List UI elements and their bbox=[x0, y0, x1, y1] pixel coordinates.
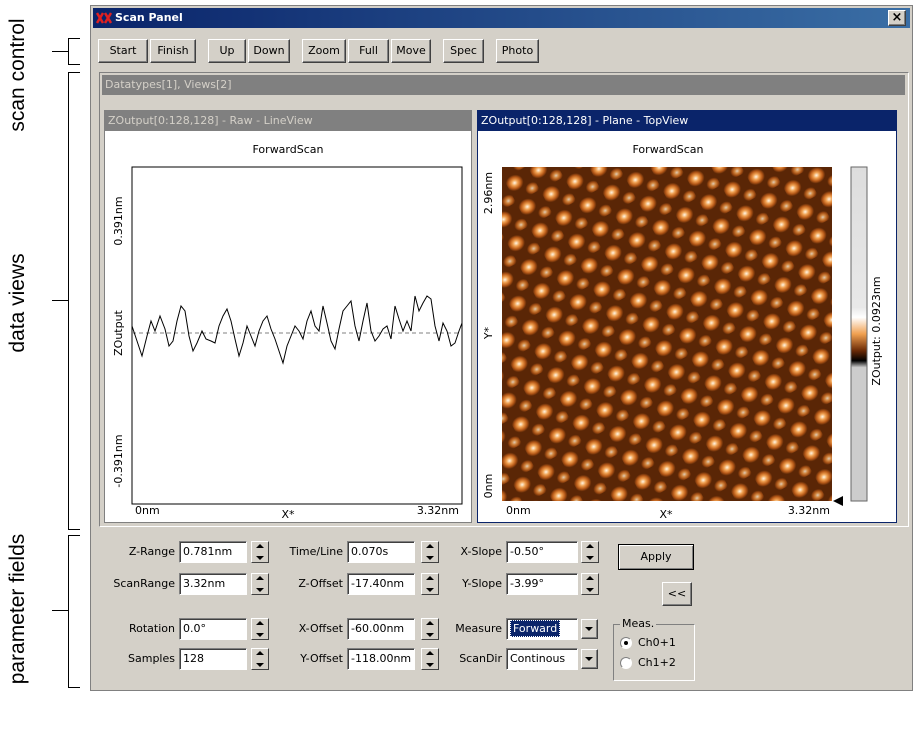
dropdown-value: Forward bbox=[510, 620, 560, 637]
x-axis-label: X* bbox=[281, 508, 295, 521]
field-label: Z-Range bbox=[129, 541, 175, 563]
y-axis-label: ZOutput bbox=[112, 309, 125, 355]
toolbar-button[interactable]: Move bbox=[391, 39, 431, 63]
field-label: Rotation bbox=[129, 618, 175, 640]
text-input[interactable]: -0.50° bbox=[506, 541, 578, 563]
profile-line bbox=[132, 296, 462, 363]
toolbar-button[interactable]: Up bbox=[208, 39, 246, 63]
view-title: ZOutput[0:128,128] - Raw - LineView bbox=[105, 111, 471, 131]
toolbar-button[interactable]: Zoom bbox=[302, 39, 346, 63]
spin-button[interactable] bbox=[421, 573, 439, 595]
toolbar-button[interactable]: Down bbox=[248, 39, 290, 63]
window-title: Scan Panel bbox=[115, 11, 183, 24]
x-max-label: 3.32nm bbox=[417, 504, 459, 517]
dropdown-value: Continous bbox=[510, 649, 565, 668]
radio-button[interactable] bbox=[620, 637, 632, 649]
y-min-label: 0nm bbox=[482, 474, 495, 499]
toolbar-button[interactable]: Full bbox=[348, 39, 389, 63]
x-min-label: 0nm bbox=[506, 504, 531, 517]
plot-frame bbox=[132, 167, 462, 504]
x-max-label: 3.32nm bbox=[788, 504, 830, 517]
text-input[interactable]: -17.40nm bbox=[347, 573, 415, 595]
dropdown[interactable]: Continous bbox=[506, 648, 578, 670]
stm-image bbox=[502, 167, 832, 501]
field-label: Time/Line bbox=[289, 541, 343, 563]
text-input[interactable]: 0.781nm bbox=[179, 541, 247, 563]
toolbar-button[interactable]: Start bbox=[98, 39, 148, 63]
spin-button[interactable] bbox=[581, 573, 599, 595]
line-view: ZOutput[0:128,128] - Raw - LineView Forw… bbox=[104, 110, 472, 523]
arrow-icon bbox=[582, 620, 597, 638]
colorbar-label: ZOutput: 0.0923nm bbox=[870, 276, 883, 385]
spin-button[interactable] bbox=[251, 541, 269, 563]
x-axis-label: X* bbox=[659, 508, 673, 521]
line-plot: ForwardScan 0.391nm ZOutput -0.391nm 0nm… bbox=[105, 131, 471, 522]
radio-label: Ch0+1 bbox=[638, 636, 676, 649]
radio-button[interactable] bbox=[620, 657, 632, 669]
page: {"annotations":["scan control","data vie… bbox=[0, 0, 913, 691]
view-title: ZOutput[0:128,128] - Plane - TopView bbox=[478, 111, 896, 131]
colorbar-marker bbox=[833, 496, 843, 506]
panel-header: Datatypes[1], Views[2] bbox=[102, 75, 905, 95]
y-max-label: 2.96nm bbox=[482, 172, 495, 214]
field-label: Samples bbox=[128, 648, 175, 670]
group-title: Meas. bbox=[620, 617, 656, 630]
dropdown-arrow[interactable] bbox=[581, 649, 598, 669]
field-label: Y-Slope bbox=[462, 573, 502, 595]
text-input[interactable]: -60.00nm bbox=[347, 618, 415, 640]
spin-button[interactable] bbox=[251, 618, 269, 640]
toolbar-button[interactable]: Photo bbox=[496, 39, 539, 63]
field-label: ScanDir bbox=[459, 648, 502, 670]
app-icon bbox=[96, 11, 112, 25]
spin-button[interactable] bbox=[251, 648, 269, 670]
y-min-label: -0.391nm bbox=[112, 434, 125, 487]
title-bar: Scan Panel × bbox=[93, 8, 910, 28]
spin-button[interactable] bbox=[251, 573, 269, 595]
y-axis-label: Y* bbox=[482, 326, 495, 340]
x-min-label: 0nm bbox=[135, 504, 160, 517]
text-input[interactable]: -3.99° bbox=[506, 573, 578, 595]
spin-button[interactable] bbox=[581, 541, 599, 563]
annotation: data views bbox=[5, 173, 31, 433]
plot-title: ForwardScan bbox=[253, 143, 324, 156]
y-max-label: 0.391nm bbox=[112, 196, 125, 245]
radio-label: Ch1+2 bbox=[638, 656, 676, 669]
field-label: Y-Offset bbox=[300, 648, 343, 670]
field-label: Z-Offset bbox=[298, 573, 343, 595]
radio-dot bbox=[624, 641, 628, 645]
toolbar-button[interactable]: Finish bbox=[150, 39, 196, 63]
image-plot: ForwardScan ZOutput: 0.0923nm 2.96nm Y* … bbox=[478, 131, 896, 522]
plot-title: ForwardScan bbox=[633, 143, 704, 156]
field-label: X-Offset bbox=[299, 618, 343, 640]
dropdown[interactable]: Forward bbox=[506, 618, 578, 640]
annotation: parameter fields bbox=[5, 479, 31, 739]
toolbar-button[interactable]: Spec bbox=[443, 39, 484, 63]
close-button[interactable]: × bbox=[888, 10, 906, 26]
text-input[interactable]: 0.0° bbox=[179, 618, 247, 640]
colorbar bbox=[851, 167, 867, 501]
field-label: Measure bbox=[455, 618, 502, 640]
data-views-panel: Datatypes[1], Views[2] ZOutput[0:128,128… bbox=[99, 72, 909, 527]
dropdown-arrow[interactable] bbox=[581, 619, 598, 639]
arrow-icon bbox=[582, 650, 597, 668]
top-view: ZOutput[0:128,128] - Plane - TopView For… bbox=[477, 110, 897, 523]
collapse-button[interactable]: << bbox=[662, 582, 692, 606]
spin-button[interactable] bbox=[421, 618, 439, 640]
spin-button[interactable] bbox=[421, 541, 439, 563]
text-input[interactable]: 128 bbox=[179, 648, 247, 670]
text-input[interactable]: 0.070s bbox=[347, 541, 415, 563]
spin-button[interactable] bbox=[421, 648, 439, 670]
field-label: ScanRange bbox=[113, 573, 175, 595]
field-label: X-Slope bbox=[461, 541, 502, 563]
text-input[interactable]: -118.00nm bbox=[347, 648, 415, 670]
text-input[interactable]: 3.32nm bbox=[179, 573, 247, 595]
apply-button[interactable]: Apply bbox=[618, 544, 694, 570]
